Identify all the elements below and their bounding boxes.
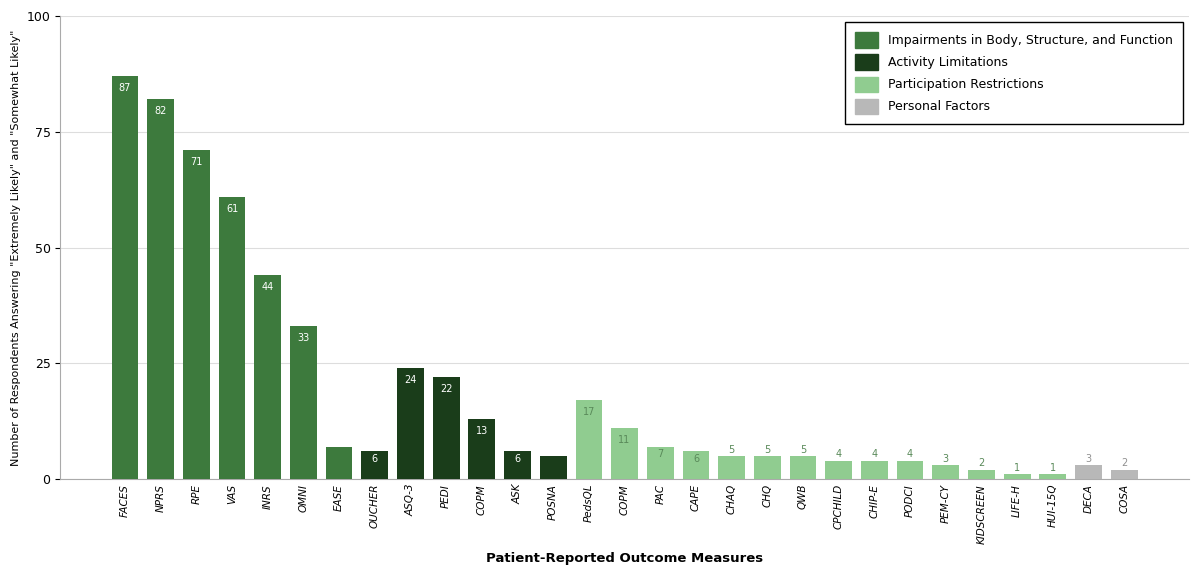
Bar: [683, 451, 709, 479]
Bar: [290, 326, 317, 479]
Bar: [182, 150, 210, 479]
Text: 17: 17: [583, 407, 595, 417]
Y-axis label: Number of Respondents Answering "Extremely Likely" and "Somewhat Likely": Number of Respondents Answering "Extreme…: [11, 29, 22, 466]
Text: 2: 2: [978, 458, 984, 468]
Bar: [1003, 475, 1031, 479]
Bar: [968, 470, 995, 479]
Text: 4: 4: [835, 449, 841, 459]
Bar: [790, 456, 816, 479]
Bar: [433, 377, 460, 479]
Text: 33: 33: [298, 334, 310, 343]
Bar: [826, 461, 852, 479]
Bar: [719, 456, 745, 479]
Text: 2: 2: [1121, 458, 1127, 468]
Bar: [932, 465, 959, 479]
Bar: [148, 100, 174, 479]
Text: 13: 13: [475, 426, 488, 436]
Text: 3: 3: [943, 454, 949, 464]
Bar: [896, 461, 924, 479]
Text: 82: 82: [155, 107, 167, 116]
Bar: [862, 461, 888, 479]
Text: 5: 5: [800, 445, 806, 454]
Legend: Impairments in Body, Structure, and Function, Activity Limitations, Participatio: Impairments in Body, Structure, and Func…: [845, 22, 1183, 124]
Text: 7: 7: [336, 449, 342, 459]
Text: 11: 11: [618, 435, 631, 445]
Bar: [397, 368, 424, 479]
Bar: [112, 76, 138, 479]
Text: 1: 1: [1014, 463, 1020, 473]
Bar: [754, 456, 781, 479]
Bar: [611, 428, 638, 479]
Text: 7: 7: [658, 449, 664, 459]
Bar: [576, 400, 602, 479]
Text: 6: 6: [372, 454, 378, 464]
Bar: [504, 451, 530, 479]
Bar: [254, 275, 281, 479]
Bar: [361, 451, 388, 479]
Text: 61: 61: [226, 203, 238, 214]
Text: 6: 6: [515, 454, 521, 464]
Text: 22: 22: [440, 384, 452, 394]
Text: 1: 1: [1050, 463, 1056, 473]
Bar: [1111, 470, 1138, 479]
Bar: [647, 446, 673, 479]
Bar: [540, 456, 566, 479]
Bar: [468, 419, 496, 479]
X-axis label: Patient-Reported Outcome Measures: Patient-Reported Outcome Measures: [486, 552, 763, 565]
Text: 4: 4: [907, 449, 913, 459]
Text: 71: 71: [190, 157, 203, 167]
Bar: [1075, 465, 1102, 479]
Text: 6: 6: [692, 454, 700, 464]
Text: 3: 3: [1086, 454, 1092, 464]
Text: 24: 24: [404, 375, 416, 385]
Text: 87: 87: [119, 84, 131, 93]
Bar: [218, 196, 245, 479]
Text: 4: 4: [871, 449, 877, 459]
Text: 5: 5: [550, 445, 557, 454]
Bar: [1039, 475, 1067, 479]
Text: 5: 5: [728, 445, 734, 454]
Bar: [325, 446, 353, 479]
Text: 5: 5: [764, 445, 770, 454]
Text: 44: 44: [262, 282, 274, 292]
